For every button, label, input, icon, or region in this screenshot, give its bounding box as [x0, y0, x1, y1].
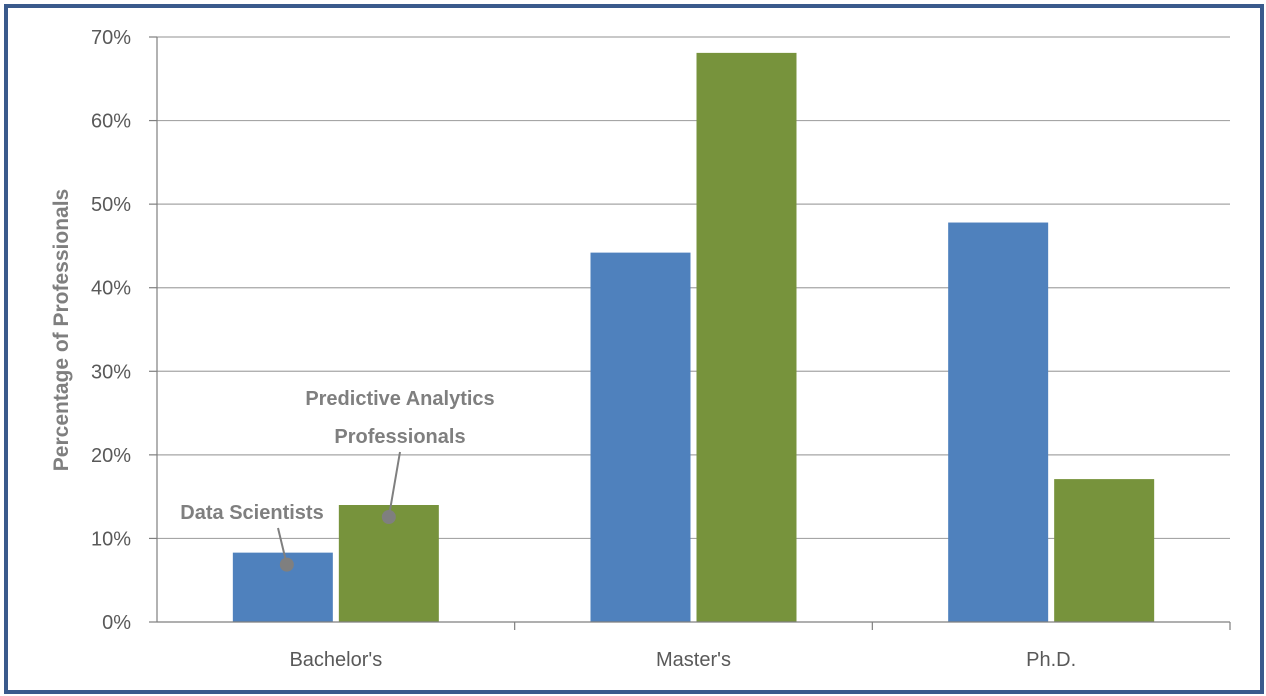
- x-axis: Bachelor's Master's Ph.D.: [156, 37, 1231, 671]
- y-axis-label: Percentage of Professionals: [50, 189, 73, 471]
- bar: [948, 222, 1049, 622]
- bar: [338, 505, 439, 622]
- y-tick-label: 50%: [91, 194, 131, 216]
- callout-dot: [381, 510, 396, 524]
- callout-leader: [387, 451, 401, 518]
- y-tick-label: 40%: [91, 278, 131, 300]
- callouts: Data Scientists Predictive Analytics Profe…: [180, 388, 495, 572]
- y-tick-label: 60%: [91, 111, 131, 133]
- series-label: Data Scientists: [180, 502, 323, 524]
- y-tick-label: 20%: [91, 445, 131, 467]
- gridlines: [157, 36, 1230, 540]
- series-label: Professionals: [334, 426, 465, 448]
- bar: [696, 52, 797, 623]
- y-tick-label: 10%: [91, 528, 131, 550]
- y-tick-label: 30%: [91, 361, 131, 383]
- callout-dot: [279, 557, 294, 572]
- x-tick-label: Master's: [656, 649, 731, 671]
- y-tick-label: 0%: [102, 612, 131, 634]
- bar: [1054, 479, 1155, 622]
- bars: [232, 52, 1155, 623]
- series-label: Predictive Analytics: [305, 388, 494, 410]
- x-tick-label: Ph.D.: [1026, 649, 1076, 671]
- y-tick-label: 70%: [91, 27, 131, 49]
- x-tick-label: Bachelor's: [289, 649, 382, 671]
- y-axis-ticks: 0% 10% 20% 30% 40% 50% 60% 70%: [91, 27, 157, 634]
- bar: [590, 252, 691, 622]
